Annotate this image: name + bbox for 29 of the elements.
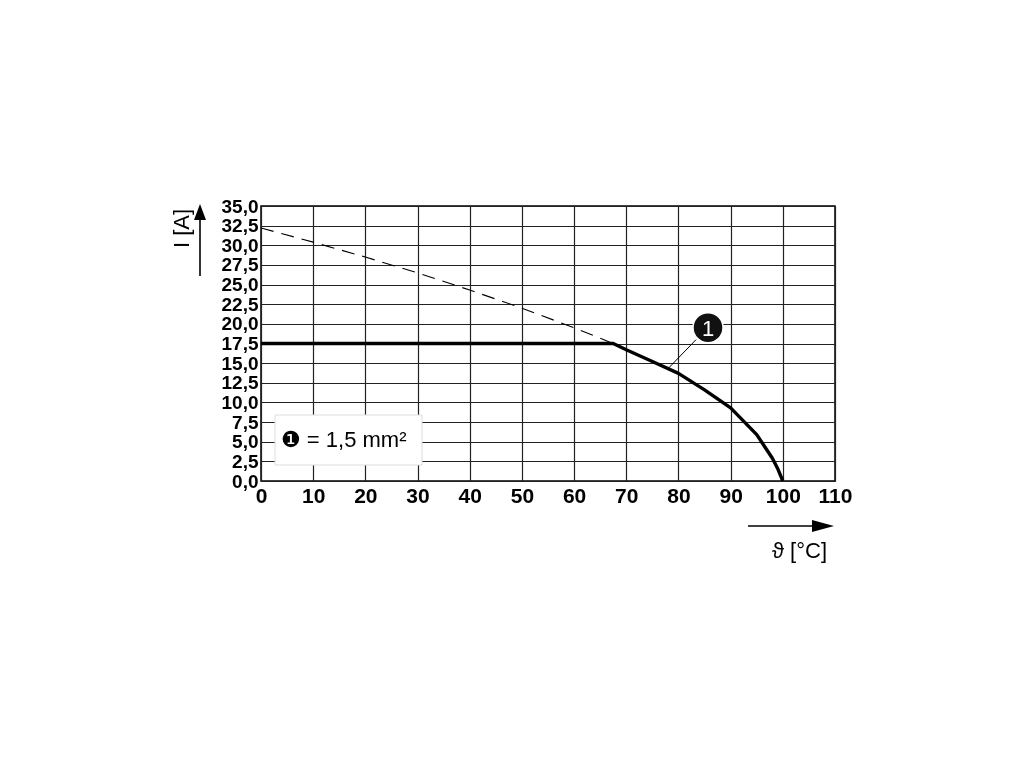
y-tick-label: 7,5 (232, 411, 259, 433)
annotation: 1 (701, 315, 715, 341)
y-axis-title: I [A] (168, 208, 194, 249)
y-tick-label: 2,5 (232, 450, 259, 472)
y-tick-label: 30,0 (221, 234, 259, 256)
x-tick-label: 40 (458, 483, 482, 507)
x-tick-label: 60 (562, 483, 587, 507)
x-tick-label: 50 (510, 483, 535, 507)
y-tick-label: 20,0 (221, 313, 259, 335)
x-tick-label: 90 (719, 483, 743, 507)
x-tick-label: 80 (667, 483, 691, 507)
x-axis-title: ϑ [°C] (771, 537, 828, 563)
x-tick-label: 110 (818, 483, 853, 507)
y-tick-label: 10,0 (221, 391, 259, 413)
y-tick-label: 25,0 (221, 274, 259, 296)
x-tick-label: 70 (615, 483, 639, 507)
x-tick-label: 20 (354, 483, 378, 507)
x-tick-label: 100 (765, 483, 801, 507)
x-tick-label: 10 (302, 483, 326, 507)
y-tick-label: 15,0 (221, 352, 259, 374)
annotation: ❶ = 1,5 mm² (281, 427, 407, 452)
y-tick-label: 35,0 (221, 195, 259, 217)
y-tick-label: 12,5 (221, 372, 259, 394)
y-tick-label: 5,0 (232, 431, 259, 453)
y-tick-label: 17,5 (221, 333, 259, 354)
x-tick-label: 30 (406, 483, 430, 507)
y-tick-label: 22,5 (221, 293, 259, 315)
y-tick-label: 32,5 (221, 215, 259, 237)
y-tick-label: 27,5 (221, 254, 259, 276)
